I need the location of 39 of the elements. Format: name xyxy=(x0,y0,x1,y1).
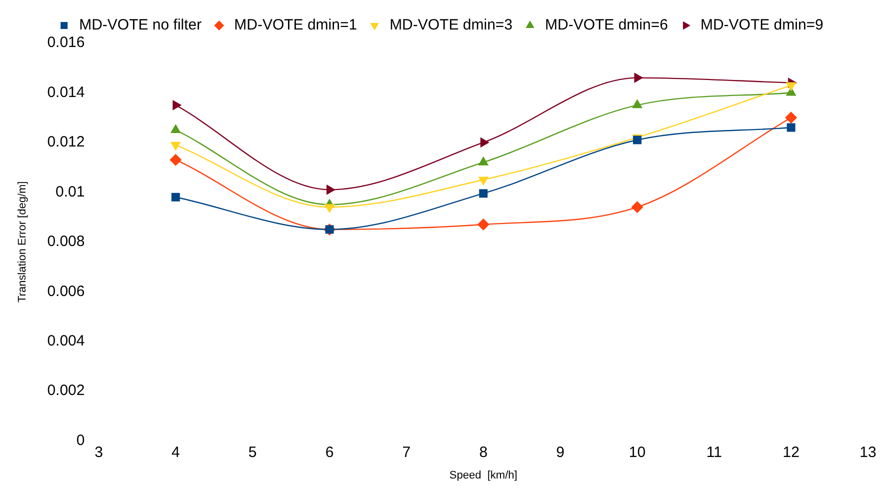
x-tick-label: 13 xyxy=(860,444,876,461)
point xyxy=(170,142,181,151)
x-tick-label: 12 xyxy=(782,444,800,461)
point xyxy=(785,112,798,124)
x-tick-label: 10 xyxy=(628,444,646,461)
point xyxy=(631,201,644,214)
legend-label: MD-VOTE dmin=3 xyxy=(390,16,513,34)
x-axis-title: Speed [km/h] xyxy=(449,469,518,482)
point xyxy=(480,137,490,148)
y-tick-label: 0.008 xyxy=(47,233,85,250)
legend-label: MD-VOTE dmin=6 xyxy=(545,16,668,34)
x-tick-label: 4 xyxy=(171,444,180,461)
legend-label: MD-VOTE dmin=1 xyxy=(234,16,358,34)
y-tick-label: 0.006 xyxy=(47,282,85,300)
x-tick-label: 9 xyxy=(556,444,564,461)
legend-label: MD-VOTE no filter xyxy=(79,16,202,34)
y-axis-title: Translation Error [deg/m] xyxy=(16,181,29,303)
y-tick-label: 0.004 xyxy=(47,332,85,350)
y-tick-label: 0.01 xyxy=(56,183,85,200)
x-tick-label: 11 xyxy=(706,444,722,461)
y-tick-label: 0.014 xyxy=(47,84,85,101)
x-tick-label: 5 xyxy=(248,444,257,461)
point xyxy=(479,189,488,198)
legend-label: MD-VOTE dmin=9 xyxy=(700,16,824,34)
point xyxy=(170,154,182,166)
y-tick-label: 0.002 xyxy=(47,382,85,400)
point xyxy=(786,82,796,92)
point xyxy=(786,123,796,132)
point xyxy=(170,124,181,134)
y-tick-label: 0 xyxy=(76,432,85,449)
y-tick-label: 0.012 xyxy=(47,134,85,151)
point xyxy=(171,192,180,202)
point xyxy=(477,218,490,230)
point xyxy=(634,72,644,84)
y-tick-label: 0.016 xyxy=(47,34,85,52)
x-tick-label: 7 xyxy=(402,444,411,461)
x-tick-label: 6 xyxy=(325,444,334,461)
x-tick-label: 8 xyxy=(479,444,488,461)
x-tick-label: 3 xyxy=(94,444,103,461)
